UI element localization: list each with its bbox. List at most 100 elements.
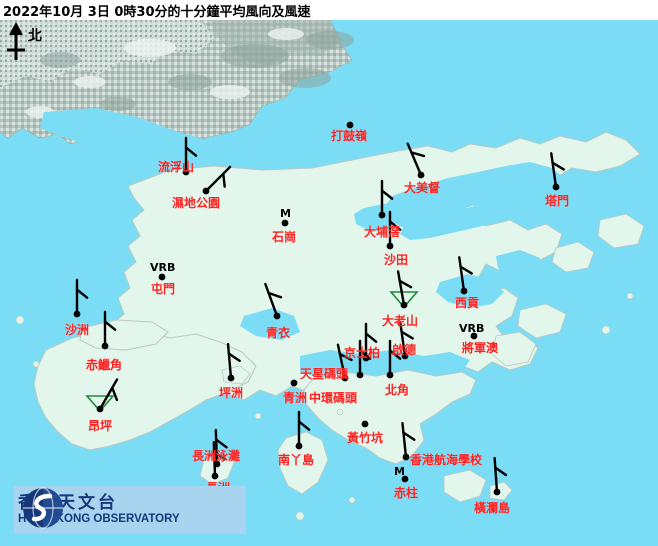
wind-station[interactable] — [406, 142, 426, 179]
station-dot[interactable] — [401, 352, 409, 360]
station-dot[interactable] — [356, 371, 364, 379]
station-label: 塔門 — [545, 194, 570, 208]
station-dot[interactable] — [361, 420, 369, 428]
station-label: 大美督 — [404, 181, 441, 195]
wind-barb-flag — [212, 450, 226, 461]
wind-barb-flag — [111, 386, 119, 402]
station-dot[interactable] — [346, 121, 354, 129]
station-dot[interactable] — [402, 453, 410, 461]
station-dot[interactable] — [211, 472, 219, 480]
wind-station[interactable] — [401, 421, 416, 461]
wind-barb-flag — [380, 189, 394, 200]
wind-barb-flag — [338, 352, 353, 362]
wind-barb-shaft — [214, 428, 219, 466]
wind-station[interactable] — [458, 256, 473, 295]
station-dot[interactable] — [273, 312, 281, 320]
station-dot[interactable] — [460, 287, 468, 295]
wind-barb-shaft — [399, 321, 407, 358]
station-dot[interactable] — [96, 405, 104, 413]
station-label: 香港航海學校 — [410, 453, 483, 467]
wind-barb-shaft — [550, 152, 558, 189]
station-label: 青衣 — [266, 326, 291, 340]
map-canvas[interactable]: 北 流浮山 濕地公園 打鼓嶺 石崗 M 屯門 VRB 大美督 塔門 大埔滘 沙田 西貢 將軍澳 VRB 大老… — [0, 20, 658, 546]
wind-station[interactable] — [361, 420, 369, 428]
station-dot[interactable] — [290, 379, 298, 387]
gale-marker-icon — [389, 291, 419, 309]
wind-station[interactable] — [211, 440, 226, 480]
station-label: 長洲泳灘 — [192, 449, 241, 463]
wind-station[interactable] — [226, 342, 241, 382]
wind-barb-flag — [267, 291, 283, 299]
station-status-flag: M — [280, 207, 291, 220]
wind-station[interactable] — [281, 219, 289, 227]
station-dot[interactable] — [386, 371, 394, 379]
station-dot[interactable] — [227, 374, 235, 382]
station-dot[interactable] — [73, 310, 81, 318]
observatory-logo-icon — [23, 487, 63, 529]
wind-station[interactable] — [346, 121, 354, 129]
station-dot[interactable] — [158, 273, 166, 281]
station-dot[interactable] — [101, 342, 109, 350]
wind-barb-flag — [103, 320, 117, 331]
wind-barb-shaft — [406, 142, 423, 177]
station-label: 南丫島 — [278, 453, 315, 467]
wind-station[interactable] — [290, 379, 298, 387]
wind-station[interactable] — [470, 332, 478, 340]
wind-barb-flag — [400, 330, 414, 340]
station-label: 石崗 — [272, 230, 297, 244]
wind-station[interactable] — [378, 179, 394, 219]
wind-station[interactable] — [389, 270, 419, 309]
wind-station[interactable] — [336, 343, 353, 382]
station-label: 西貢 — [455, 296, 480, 310]
station-dot[interactable] — [386, 242, 394, 250]
station-dot[interactable] — [401, 475, 409, 483]
station-status-flag: VRB — [459, 322, 485, 335]
station-dot[interactable] — [378, 211, 386, 219]
station-label: 將軍澳 — [462, 341, 499, 355]
wind-station[interactable] — [85, 378, 119, 413]
wind-station[interactable] — [401, 475, 409, 483]
hko-logo: 香港天文台 HONG KONG OBSERVATORY — [14, 486, 246, 534]
wind-stations-layer — [73, 121, 565, 496]
wind-station[interactable] — [295, 410, 311, 450]
wind-station[interactable] — [356, 339, 372, 379]
wind-barb-shaft — [204, 165, 232, 193]
wind-station[interactable] — [386, 339, 402, 379]
wind-barb-flag — [364, 332, 378, 343]
wind-barb-flag — [398, 279, 413, 289]
wind-station[interactable] — [550, 152, 565, 191]
station-label: 橫瀾島 — [474, 501, 511, 515]
station-dot[interactable] — [341, 374, 349, 382]
wind-station[interactable] — [73, 278, 89, 318]
station-dot[interactable] — [493, 488, 501, 496]
station-label: 天星碼頭 — [300, 367, 349, 381]
wind-station[interactable] — [202, 165, 232, 195]
station-dot[interactable] — [182, 168, 190, 176]
wind-station[interactable] — [264, 282, 283, 320]
station-label: 屯門 — [151, 282, 176, 296]
station-label: 濕地公園 — [172, 196, 221, 210]
wind-barb-flag — [459, 265, 473, 275]
station-dot[interactable] — [552, 183, 560, 191]
wind-station[interactable] — [101, 310, 117, 350]
wind-station[interactable] — [362, 322, 378, 362]
wind-station[interactable] — [182, 136, 198, 176]
station-dot[interactable] — [202, 187, 210, 195]
wind-barb-flag — [388, 220, 402, 231]
station-dot[interactable] — [470, 332, 478, 340]
station-label: 京士柏 — [344, 346, 381, 360]
station-dot[interactable] — [417, 171, 425, 179]
wind-station[interactable] — [386, 210, 402, 250]
wind-station[interactable] — [493, 456, 508, 496]
station-label: 中環碼頭 — [309, 391, 358, 405]
wind-station[interactable] — [158, 273, 166, 281]
wind-barb-shaft — [401, 421, 408, 459]
wind-station[interactable] — [399, 321, 414, 360]
station-dot[interactable] — [281, 219, 289, 227]
station-dot[interactable] — [400, 301, 408, 309]
wind-barb-flag — [75, 288, 89, 299]
station-dot[interactable] — [295, 442, 303, 450]
station-label: 赤鱲角 — [86, 358, 123, 372]
wind-barb-flag — [358, 349, 372, 360]
station-label: 沙田 — [384, 253, 409, 267]
